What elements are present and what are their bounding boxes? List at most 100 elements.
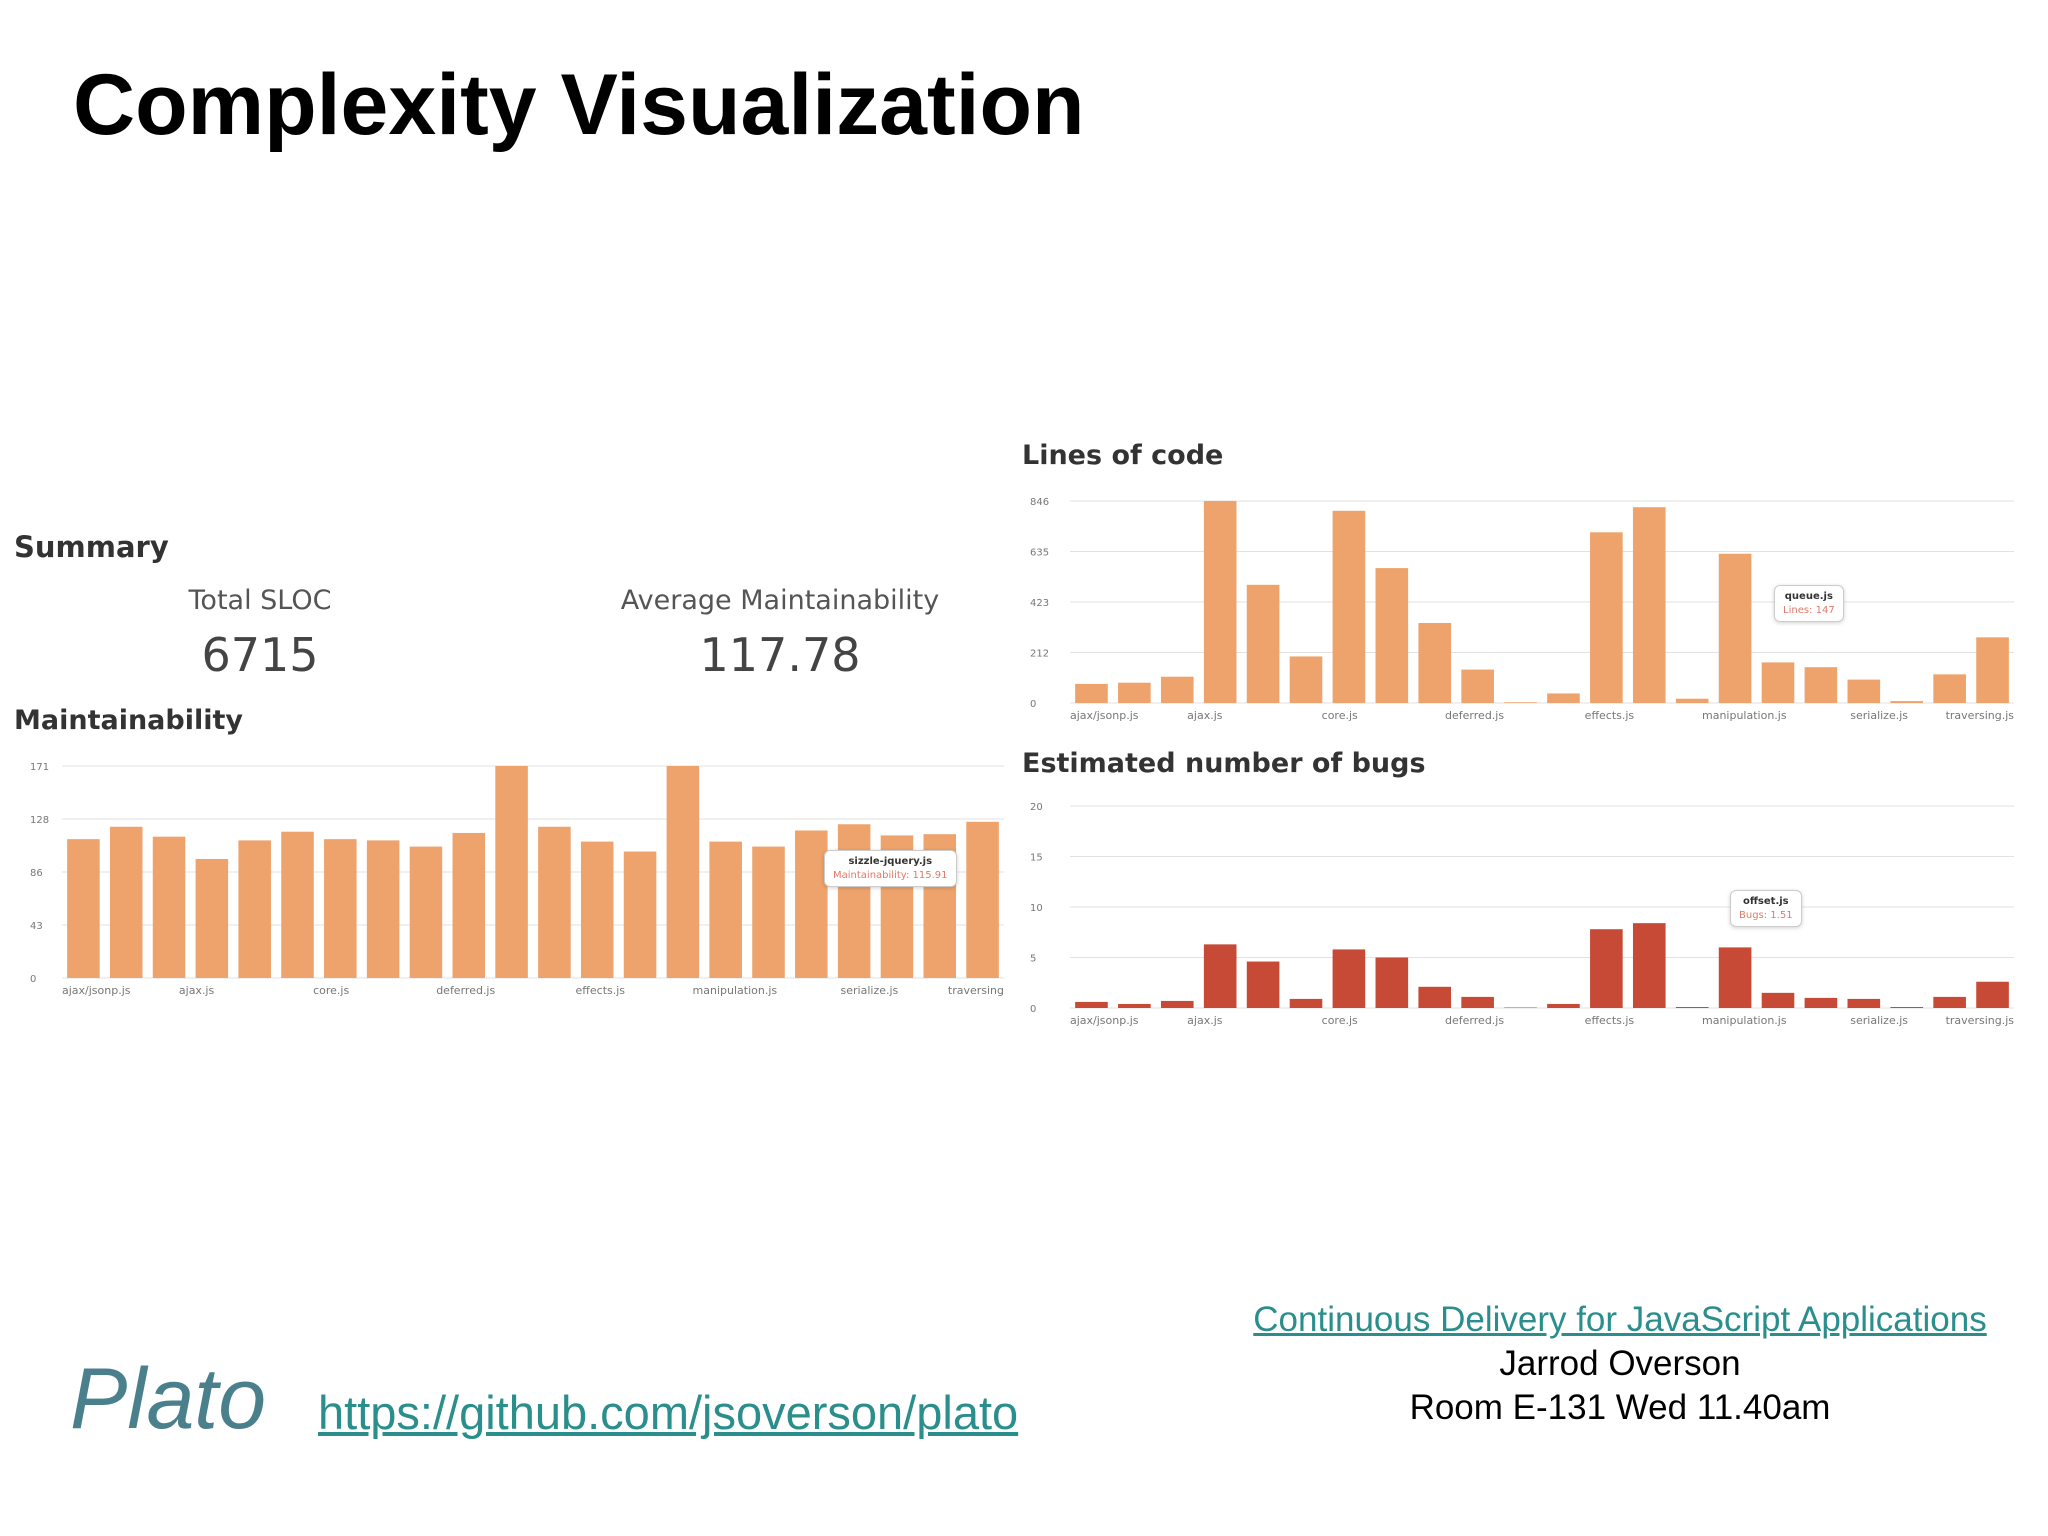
y-tick-label: 43 — [30, 921, 43, 932]
bar[interactable] — [495, 766, 528, 978]
bar[interactable] — [1804, 997, 1838, 1008]
bar[interactable] — [1075, 683, 1108, 703]
tooltip-file-name: sizzle-jquery.js — [848, 856, 933, 867]
bar[interactable] — [1547, 1003, 1580, 1008]
x-tick-label: traversing — [948, 984, 1004, 997]
y-tick-label: 846 — [1030, 497, 1049, 508]
x-tick-label: ajax/jsonp.js — [1070, 709, 1139, 722]
bar[interactable] — [1632, 923, 1666, 1008]
bar[interactable] — [1332, 510, 1366, 703]
bar[interactable] — [1976, 637, 2009, 703]
bar[interactable] — [1504, 1007, 1537, 1008]
x-tick-label: ajax.js — [1187, 1014, 1223, 1027]
x-tick-label: core.js — [313, 984, 349, 997]
bar[interactable] — [1332, 949, 1366, 1008]
bar[interactable] — [452, 832, 486, 978]
bar[interactable] — [409, 846, 443, 978]
talk-link-row: Continuous Delivery for JavaScript Appli… — [1220, 1300, 2020, 1340]
x-tick-label: ajax/jsonp.js — [1070, 1014, 1139, 1027]
x-tick-label: deferred.js — [1445, 709, 1504, 722]
bar[interactable] — [1246, 584, 1280, 703]
bar[interactable] — [1160, 1000, 1194, 1008]
y-tick-label: 10 — [1030, 903, 1043, 914]
bar[interactable] — [1289, 656, 1323, 703]
x-tick-label: core.js — [1322, 1014, 1358, 1027]
bar[interactable] — [324, 839, 357, 978]
bar[interactable] — [1203, 944, 1237, 1008]
bar[interactable] — [580, 841, 614, 978]
bar[interactable] — [837, 824, 871, 978]
bar[interactable] — [1675, 698, 1709, 703]
bar[interactable] — [238, 840, 271, 978]
bar[interactable] — [1632, 507, 1666, 703]
bar[interactable] — [709, 841, 742, 978]
slide-title: Complexity Visualization — [73, 57, 1085, 153]
bar[interactable] — [281, 831, 314, 978]
bar[interactable] — [1375, 957, 1409, 1009]
bar[interactable] — [195, 858, 229, 978]
bar[interactable] — [1461, 996, 1494, 1008]
lines-of-code-tooltip: queue.js Lines: 147 — [1774, 585, 1844, 622]
bar[interactable] — [623, 851, 657, 978]
bar[interactable] — [795, 830, 828, 978]
maintainability-chart-title: Maintainability — [14, 705, 243, 736]
bar[interactable] — [1418, 623, 1452, 703]
total-sloc-label: Total SLOC — [188, 585, 332, 616]
talk-title-link[interactable]: Continuous Delivery for JavaScript Appli… — [1253, 1300, 1987, 1339]
x-tick-label: ajax.js — [1187, 709, 1223, 722]
bar[interactable] — [1547, 693, 1580, 703]
bar[interactable] — [109, 826, 143, 978]
tooltip-value: Bugs: 1.51 — [1739, 909, 1793, 921]
plato-label: Plato — [70, 1351, 267, 1447]
x-tick-label: effects.js — [1585, 1014, 1635, 1027]
bar[interactable] — [1289, 998, 1323, 1008]
bar[interactable] — [1804, 667, 1838, 703]
bar[interactable] — [966, 821, 999, 978]
y-tick-label: 128 — [30, 815, 49, 826]
bar[interactable] — [1675, 1006, 1709, 1008]
bar[interactable] — [1890, 701, 1924, 703]
x-tick-label: deferred.js — [1445, 1014, 1504, 1027]
bar[interactable] — [1461, 669, 1494, 703]
bar[interactable] — [366, 840, 400, 978]
x-tick-label: manipulation.js — [1702, 1014, 1787, 1027]
bar[interactable] — [1118, 682, 1151, 703]
bar[interactable] — [1718, 947, 1752, 1008]
bar[interactable] — [1590, 532, 1623, 703]
bar[interactable] — [1847, 679, 1881, 703]
x-tick-label: serialize.js — [841, 984, 899, 997]
bar[interactable] — [152, 836, 186, 978]
bar[interactable] — [1203, 501, 1237, 703]
bar[interactable] — [1418, 986, 1452, 1008]
lines-of-code-chart: 0 212 423 635 846 ajax/jsonp.js ajax.js core.js… — [1030, 497, 2015, 722]
bar[interactable] — [1375, 568, 1409, 703]
bar[interactable] — [1718, 553, 1752, 703]
bar[interactable] — [752, 846, 785, 978]
bar[interactable] — [1504, 702, 1537, 703]
bar[interactable] — [1246, 961, 1280, 1008]
bar[interactable] — [1075, 1001, 1108, 1008]
bar[interactable] — [1118, 1003, 1151, 1008]
plato-github-link[interactable]: https://github.com/jsoverson/plato — [318, 1386, 1019, 1439]
bar[interactable] — [1890, 1006, 1924, 1008]
bar[interactable] — [1761, 992, 1795, 1008]
x-tick-label: manipulation.js — [693, 984, 778, 997]
bar[interactable] — [666, 766, 700, 978]
x-tick-label: effects.js — [576, 984, 626, 997]
bar[interactable] — [1847, 998, 1881, 1008]
maintainability-chart: 0 43 86 128 171 ajax/jsonp.js ajax.js core.js de… — [30, 762, 1004, 997]
bar[interactable] — [1761, 662, 1795, 703]
avg-maintainability-value: 117.78 — [699, 628, 861, 682]
bar[interactable] — [1976, 981, 2009, 1008]
bar[interactable] — [1933, 674, 1966, 703]
bar[interactable] — [1933, 996, 1966, 1008]
y-tick-label: 5 — [1030, 954, 1036, 965]
bar[interactable] — [1160, 676, 1194, 703]
bar[interactable] — [538, 826, 571, 978]
x-tick-label: serialize.js — [1850, 1014, 1908, 1027]
bar[interactable] — [1590, 929, 1623, 1008]
y-tick-label: 423 — [1030, 598, 1049, 609]
x-tick-label: traversing.js — [1946, 709, 2015, 722]
bar[interactable] — [67, 839, 100, 978]
summary-title: Summary — [14, 530, 169, 564]
